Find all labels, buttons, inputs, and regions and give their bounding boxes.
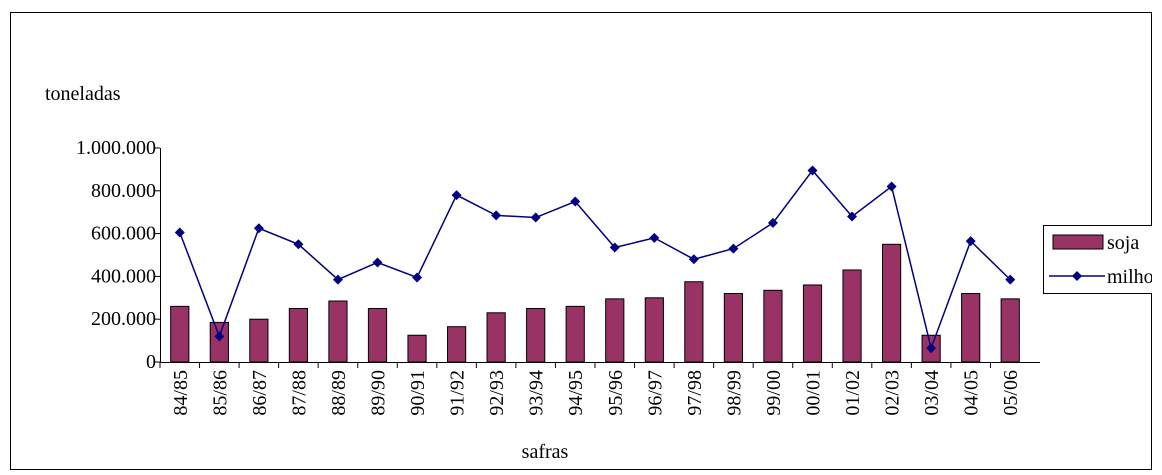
- y-tick-label: 400.000: [91, 265, 156, 287]
- marker: [253, 223, 264, 234]
- bar: [842, 269, 862, 363]
- bar: [249, 318, 269, 363]
- x-axis-label: safras: [522, 441, 569, 463]
- y-axis-label: toneladas: [45, 83, 121, 105]
- plot: 0 200.000 400.000 600.000 800.000 1.000.000 84…: [76, 137, 1154, 416]
- x-tick-label: 85/86: [209, 370, 231, 416]
- marker: [649, 232, 660, 243]
- marker: [214, 331, 225, 342]
- x-tick-label: 05/06: [1000, 370, 1022, 416]
- x-tick-label: 86/87: [249, 370, 271, 416]
- x-tick-label: 92/93: [486, 370, 508, 416]
- y-tick-label: 1.000.000: [76, 137, 156, 159]
- x-tick-label: 04/05: [961, 370, 983, 416]
- marker: [372, 257, 383, 268]
- marker: [926, 343, 937, 354]
- bar: [763, 289, 783, 363]
- marker: [609, 242, 620, 253]
- x-tick-label: 89/90: [368, 370, 390, 416]
- bar: [802, 284, 823, 363]
- marker: [688, 254, 699, 265]
- bar: [367, 308, 388, 363]
- marker: [1005, 274, 1016, 285]
- bar: [605, 298, 625, 363]
- bar: [881, 243, 902, 363]
- marker: [767, 217, 778, 228]
- x-tick-label: 95/96: [605, 370, 627, 416]
- y-tick-label: 200.000: [91, 308, 156, 330]
- bar: [526, 308, 546, 363]
- x-tick-label: 94/95: [565, 370, 587, 416]
- marker: [728, 243, 739, 254]
- line: [179, 169, 1011, 351]
- x-tick-label: 99/00: [763, 370, 785, 416]
- bar: [961, 293, 981, 363]
- marker: [293, 239, 304, 250]
- bar: [288, 308, 309, 363]
- bar: [684, 281, 704, 363]
- legend-marker: [1072, 271, 1082, 281]
- x-tick-label: 02/03: [882, 370, 904, 416]
- legend-label: soja: [1107, 232, 1139, 254]
- x-tick-label: 01/02: [842, 370, 864, 416]
- marker: [412, 272, 423, 283]
- bar: [565, 305, 585, 363]
- bar: [407, 334, 427, 363]
- bar: [209, 321, 229, 363]
- bar: [486, 312, 506, 363]
- x-tick-label: 00/01: [803, 370, 825, 416]
- legend-label: milho: [1107, 266, 1154, 288]
- marker: [886, 181, 897, 192]
- marker: [570, 196, 581, 207]
- y-tick-label: 0: [146, 351, 156, 373]
- chart-frame: [10, 12, 1152, 470]
- x-tick-label: 93/94: [526, 370, 548, 416]
- bar: [723, 293, 744, 363]
- x-tick-label: 96/97: [644, 370, 666, 416]
- marker: [965, 236, 976, 247]
- x-tick-label: 03/04: [921, 370, 943, 416]
- y-tick-label: 600.000: [91, 223, 156, 245]
- marker: [847, 211, 858, 222]
- x-tick-label: 91/92: [447, 370, 469, 416]
- legend-swatch: [1052, 234, 1104, 250]
- marker: [174, 227, 185, 238]
- x-tick-label: 90/91: [407, 370, 429, 416]
- x-tick-label: 98/99: [723, 370, 745, 416]
- x-tick-label: 97/98: [684, 370, 706, 416]
- x-tick-label: 87/88: [288, 370, 310, 416]
- bar: [328, 300, 348, 363]
- bar: [170, 305, 190, 363]
- marker: [530, 212, 541, 223]
- bar: [644, 297, 664, 363]
- bar: [1000, 298, 1020, 363]
- marker: [807, 165, 818, 176]
- x-tick-label: 84/85: [170, 370, 192, 416]
- x-tick-label: 88/89: [328, 370, 350, 416]
- marker: [491, 210, 502, 221]
- bar: [446, 326, 467, 363]
- y-tick-label: 800.000: [91, 180, 156, 202]
- marker: [451, 190, 462, 201]
- marker: [332, 274, 343, 285]
